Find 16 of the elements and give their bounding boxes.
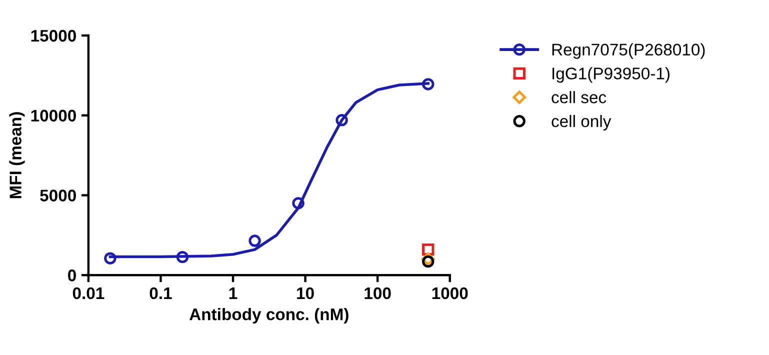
legend-label: cell sec	[552, 91, 606, 104]
y-axis-title: MFI (mean)	[9, 112, 25, 198]
x-tick-label: 10	[297, 287, 314, 300]
y-tick-label: 15000	[31, 30, 76, 42]
x-tick-label: 1000	[432, 287, 468, 300]
y-tick-label: 10000	[31, 110, 76, 122]
x-tick-label: 0.01	[72, 287, 104, 300]
y-tick-label: 0	[68, 270, 76, 282]
legend-label: Regn7075(P268010)	[552, 43, 705, 59]
x-tick-label: 1	[229, 288, 238, 300]
x-axis-title: Antibody conc. (nM)	[189, 308, 348, 324]
legend-label: cell only	[552, 114, 612, 130]
x-tick-label: 0.1	[150, 287, 172, 300]
legend-label: IgG1(P93950-1)	[552, 67, 670, 83]
y-tick-label: 5000	[40, 190, 76, 202]
x-tick-label: 100	[364, 287, 391, 300]
